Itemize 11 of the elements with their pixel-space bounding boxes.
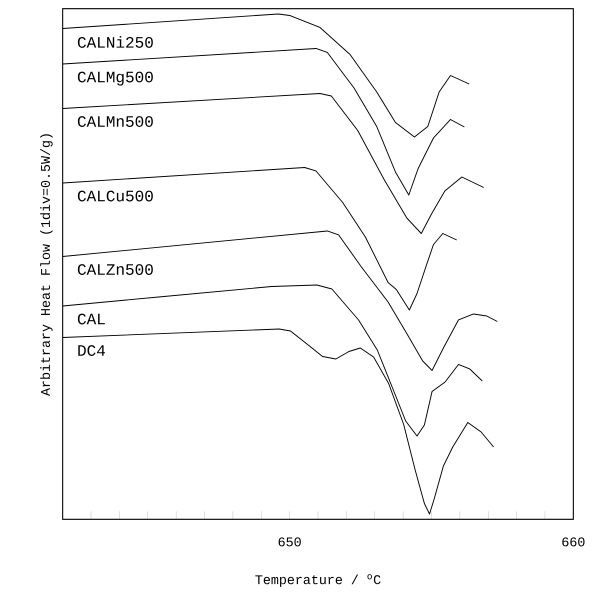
x-tick-label: 650 xyxy=(278,537,301,546)
series-label: CALCu500 xyxy=(78,190,153,202)
x-axis-title: Temperature / $^{o}$C xyxy=(255,574,381,587)
y-axis-title: Arbitrary Heat Flow (1div=0.5W/g) xyxy=(40,134,53,396)
series-label: CALZn500 xyxy=(78,264,153,275)
series-label: DC4 xyxy=(78,345,106,356)
series-label: CALNi250 xyxy=(78,36,153,48)
series-label: CALMg500 xyxy=(78,72,153,86)
x-tick-label: 660 xyxy=(562,537,585,546)
series-label: CAL xyxy=(78,314,105,324)
series-label: CALMn500 xyxy=(78,116,153,127)
